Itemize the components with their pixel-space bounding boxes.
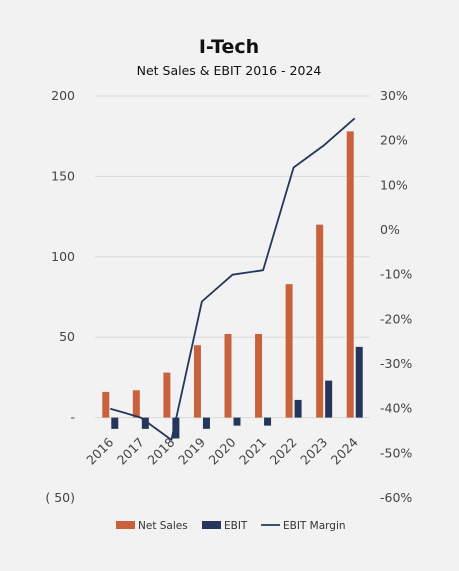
x-axis-tick-label: 2018 bbox=[144, 434, 177, 467]
chart-subtitle: Net Sales & EBIT 2016 - 2024 bbox=[137, 63, 322, 78]
x-axis-tick-label: 2022 bbox=[267, 435, 300, 468]
net-sales-bar bbox=[255, 333, 263, 418]
x-axis-tick-label: 2023 bbox=[297, 435, 330, 468]
x-axis-tick-label: 2019 bbox=[175, 434, 208, 467]
x-axis-tick-label: 2017 bbox=[114, 435, 147, 468]
ebit-bar bbox=[202, 417, 210, 429]
right-axis-tick-label: -10% bbox=[380, 267, 412, 282]
ebit-bar bbox=[233, 417, 241, 426]
legend-ebit-swatch bbox=[202, 521, 221, 529]
chart-title: I-Tech bbox=[199, 36, 259, 58]
x-axis-tick-label: 2020 bbox=[206, 434, 239, 467]
right-axis-tick-label: 0% bbox=[380, 222, 400, 237]
left-axis-tick-label: - bbox=[70, 410, 75, 425]
right-axis: 30% 20% 10% 0% -10% -20% -30% -40% -50% -60% bbox=[380, 88, 412, 505]
legend-net-sales-swatch bbox=[116, 521, 135, 529]
right-axis-tick-label: 20% bbox=[380, 133, 408, 148]
net-sales-bar bbox=[132, 390, 140, 418]
right-axis-tick-label: -20% bbox=[380, 311, 412, 326]
x-axis-tick-label: 2024 bbox=[328, 434, 361, 467]
ebit-bar bbox=[325, 380, 333, 418]
left-axis-tick-label: 100 bbox=[51, 249, 75, 264]
left-axis-tick-label: ( 50) bbox=[45, 490, 75, 505]
ebit-bar bbox=[264, 417, 272, 426]
right-axis-tick-label: 30% bbox=[380, 88, 408, 103]
left-axis-tick-label: 50 bbox=[59, 329, 75, 344]
legend-net-sales-label: Net Sales bbox=[138, 520, 188, 532]
net-sales-bar bbox=[163, 372, 171, 418]
right-axis-tick-label: -30% bbox=[380, 356, 412, 371]
ebit-bar bbox=[294, 399, 302, 418]
right-axis-tick-label: -50% bbox=[380, 445, 412, 460]
legend: Net Sales EBIT EBIT Margin bbox=[116, 520, 346, 532]
legend-ebit-label: EBIT bbox=[224, 520, 248, 532]
gridlines bbox=[95, 95, 370, 419]
net-sales-bar bbox=[102, 391, 110, 418]
net-sales-bar bbox=[224, 333, 232, 418]
net-sales-bar bbox=[346, 131, 354, 418]
left-axis-tick-label: 200 bbox=[51, 88, 75, 103]
legend-ebit-margin-label: EBIT Margin bbox=[283, 520, 346, 532]
left-axis: 200 150 100 50 - ( 50) bbox=[45, 88, 75, 505]
right-axis-tick-label: -60% bbox=[380, 490, 412, 505]
left-axis-tick-label: 150 bbox=[51, 168, 75, 183]
net-sales-bar bbox=[285, 284, 293, 418]
ebit-bar bbox=[141, 417, 149, 429]
net-sales-bar bbox=[193, 345, 201, 418]
ebit-margin-line bbox=[110, 117, 356, 441]
right-axis-tick-label: -40% bbox=[380, 401, 412, 416]
ebit-bar bbox=[355, 346, 363, 418]
bars bbox=[102, 131, 363, 439]
margin-line-layer bbox=[110, 117, 356, 441]
ebit-bar bbox=[172, 417, 180, 439]
x-axis-tick-label: 2021 bbox=[236, 435, 269, 468]
ebit-bar bbox=[111, 417, 119, 429]
net-sales-bar bbox=[316, 224, 324, 418]
right-axis-tick-label: 10% bbox=[380, 177, 408, 192]
x-axis-tick-label: 2016 bbox=[83, 434, 116, 467]
